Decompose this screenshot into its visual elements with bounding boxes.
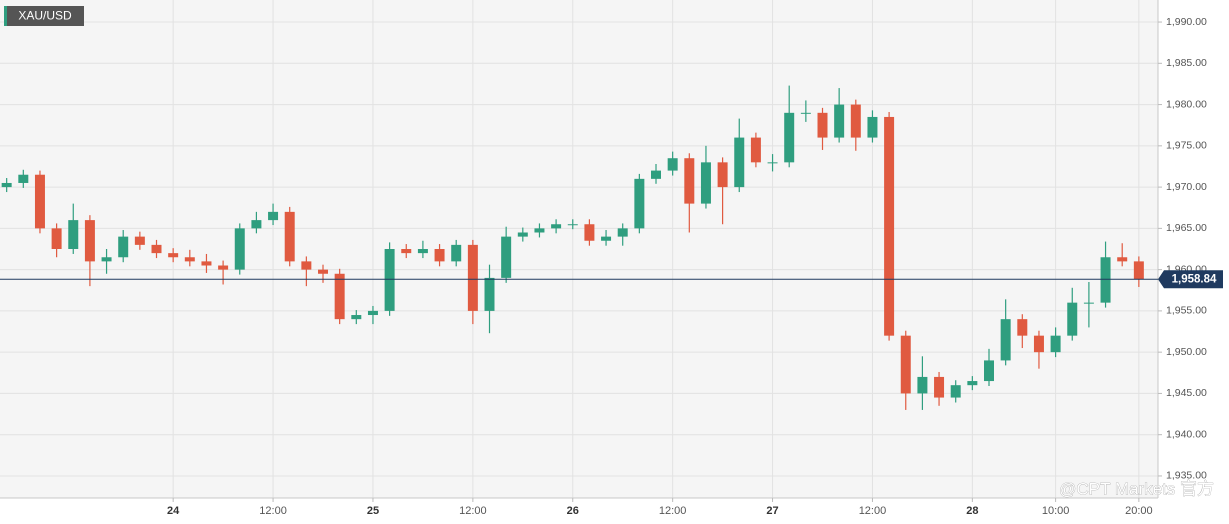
candle-body xyxy=(1,182,12,188)
candle-body xyxy=(1017,319,1028,336)
candle-body xyxy=(218,265,229,270)
candle-body xyxy=(767,162,778,164)
candle-body xyxy=(68,220,79,249)
candle-body xyxy=(268,211,279,221)
candle-body xyxy=(584,224,595,241)
candle-body xyxy=(301,261,312,270)
candle-body xyxy=(850,104,861,138)
x-tick-label: 27 xyxy=(766,505,778,517)
candle-body xyxy=(401,249,412,254)
candle-body xyxy=(617,228,628,237)
x-tick-label: 12:00 xyxy=(659,505,687,517)
candle-body xyxy=(384,249,395,311)
x-tick-label: 12:00 xyxy=(859,505,887,517)
y-tick-label: 1,965.00 xyxy=(1166,222,1207,234)
candle-body xyxy=(101,257,112,262)
candle-body xyxy=(1083,302,1094,304)
candle-body xyxy=(484,277,495,311)
x-tick-label: 10:00 xyxy=(1042,505,1070,517)
candle-body xyxy=(1000,319,1011,361)
candle-body xyxy=(567,224,578,226)
candle-body xyxy=(1050,335,1061,353)
candle-body xyxy=(351,315,362,320)
x-tick-label: 24 xyxy=(167,505,180,517)
candle-body xyxy=(534,228,545,233)
candle-body xyxy=(367,310,378,316)
candle-body xyxy=(984,360,994,382)
x-tick-label: 20:00 xyxy=(1125,505,1153,517)
candle-body xyxy=(717,162,728,188)
candle-body xyxy=(201,261,212,266)
candle-body xyxy=(251,220,262,229)
candle-body xyxy=(517,232,528,237)
candle-body xyxy=(551,224,562,229)
candle-body xyxy=(184,257,195,262)
candle-body xyxy=(434,249,445,262)
candle-body xyxy=(950,385,961,398)
candle-body xyxy=(318,269,329,274)
candle-body xyxy=(417,249,428,254)
candle-body xyxy=(817,112,828,138)
candle-body xyxy=(51,228,62,249)
y-tick-label: 1,990.00 xyxy=(1166,16,1207,28)
candle-body xyxy=(634,178,645,229)
candle-body xyxy=(967,381,978,386)
y-tick-label: 1,975.00 xyxy=(1166,140,1207,152)
y-tick-label: 1,980.00 xyxy=(1166,98,1207,110)
candle-body xyxy=(334,273,345,320)
candle-body xyxy=(84,220,95,262)
candle-body xyxy=(234,228,245,270)
x-tick-label: 28 xyxy=(966,505,978,517)
candle-body xyxy=(700,162,711,204)
y-tick-label: 1,970.00 xyxy=(1166,181,1207,193)
symbol-badge-accent xyxy=(4,6,7,26)
candle-body xyxy=(1033,335,1044,353)
candle-body xyxy=(684,158,695,204)
y-tick-label: 1,940.00 xyxy=(1166,428,1207,440)
candle-body xyxy=(651,170,662,179)
y-tick-label: 1,955.00 xyxy=(1166,305,1207,317)
plot-background xyxy=(0,0,1158,498)
candle-body xyxy=(18,174,29,183)
candle-body xyxy=(884,116,895,336)
candle-body xyxy=(917,376,928,394)
candle-body xyxy=(800,112,811,114)
y-tick-label: 1,945.00 xyxy=(1166,387,1207,399)
candle-body xyxy=(601,236,612,241)
candle-body xyxy=(834,104,845,138)
y-tick-label: 1,985.00 xyxy=(1166,57,1207,69)
candle-body xyxy=(934,376,945,398)
symbol-badge xyxy=(4,6,84,26)
candle-body xyxy=(284,211,295,262)
last-price-label: 1,958.84 xyxy=(1172,274,1217,286)
y-tick-label: 1,935.00 xyxy=(1166,470,1207,482)
candle-body xyxy=(667,158,678,171)
x-tick-label: 12:00 xyxy=(459,505,487,517)
candle-body xyxy=(734,137,745,188)
symbol-label: XAU/USD xyxy=(18,9,72,23)
candle-body xyxy=(451,244,462,262)
x-tick-label: 25 xyxy=(367,505,379,517)
x-tick-label: 26 xyxy=(567,505,579,517)
last-price-tag xyxy=(1158,270,1223,289)
candle-body xyxy=(1117,257,1128,262)
candle-body xyxy=(151,244,162,254)
candle-body xyxy=(1100,257,1111,303)
candle-body xyxy=(168,253,179,258)
candle-body xyxy=(900,335,911,394)
candle-body xyxy=(34,174,45,229)
watermark: @CPT Markets 官方 xyxy=(1059,479,1214,498)
x-tick-label: 12:00 xyxy=(259,505,287,517)
candle-body xyxy=(750,137,761,163)
candle-body xyxy=(118,236,129,258)
candle-body xyxy=(1067,302,1078,336)
candle-body xyxy=(467,244,478,311)
candle-body xyxy=(1133,261,1144,280)
y-tick-label: 1,950.00 xyxy=(1166,346,1207,358)
candle-body xyxy=(867,116,878,138)
candle-body xyxy=(501,236,512,278)
candle-body xyxy=(134,236,145,245)
candle-body xyxy=(784,112,795,163)
